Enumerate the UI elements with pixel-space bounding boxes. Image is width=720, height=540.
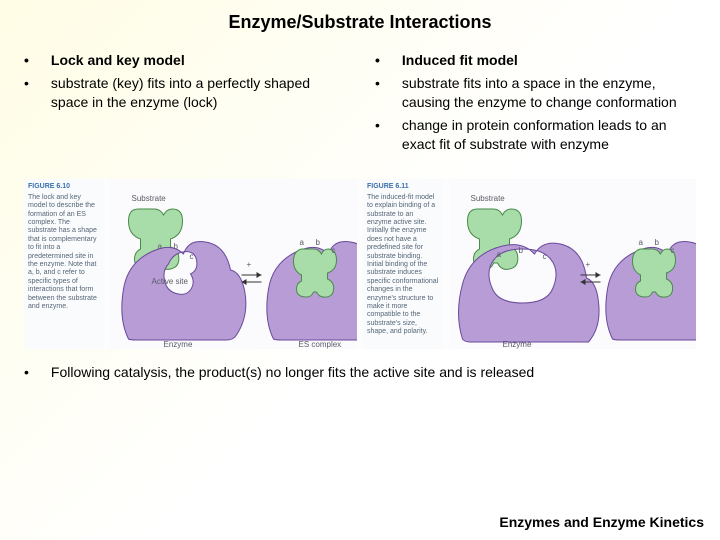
figure-panel-induced-fit: Substrate Enzyme a b c + a b c xyxy=(449,179,696,349)
lock-key-diagram: Substrate Active site Enzyme a b c + ES … xyxy=(110,179,357,349)
figure-label-mid: FIGURE 6.11 xyxy=(367,183,439,191)
svg-text:+: + xyxy=(586,260,591,269)
slide-title: Enzyme/Substrate Interactions xyxy=(24,12,696,33)
right-heading: Induced fit model xyxy=(402,51,518,70)
svg-text:a: a xyxy=(639,238,644,247)
slide-footer: Enzymes and Enzyme Kinetics xyxy=(499,514,704,530)
label-substrate-2: Substrate xyxy=(471,194,506,203)
label-active-site: Active site xyxy=(152,277,189,286)
svg-text:c: c xyxy=(190,252,194,261)
left-bullets: Lock and key model substrate (key) fits … xyxy=(24,51,345,112)
svg-text:a: a xyxy=(497,250,502,259)
right-item-2: change in protein conformation leads to … xyxy=(402,116,696,154)
slide: Enzyme/Substrate Interactions Lock and k… xyxy=(0,0,720,540)
bottom-bullet-text: Following catalysis, the product(s) no l… xyxy=(51,363,534,382)
left-column: Lock and key model substrate (key) fits … xyxy=(24,51,345,157)
figure-text-left: The lock and key model to describe the f… xyxy=(28,194,97,310)
figure-label-left: FIGURE 6.10 xyxy=(28,183,100,191)
svg-text:c: c xyxy=(671,246,675,255)
right-item-1: substrate fits into a space in the enzym… xyxy=(402,74,696,112)
induced-fit-diagram: Substrate Enzyme a b c + a b c xyxy=(449,179,696,349)
label-enzyme-2: Enzyme xyxy=(503,340,532,349)
svg-text:b: b xyxy=(519,246,524,255)
svg-text:b: b xyxy=(174,242,179,251)
figure-panel-lock-key: Substrate Active site Enzyme a b c + ES … xyxy=(110,179,357,349)
svg-text:a: a xyxy=(300,238,305,247)
svg-text:a: a xyxy=(158,242,163,251)
label-es-complex: ES complex xyxy=(299,340,342,349)
svg-text:b: b xyxy=(316,238,321,247)
right-column: Induced fit model substrate fits into a … xyxy=(375,51,696,157)
figure-text-mid: The induced-fit model to explain binding… xyxy=(367,194,438,335)
left-item-1: substrate (key) fits into a perfectly sh… xyxy=(51,74,345,112)
two-column-layout: Lock and key model substrate (key) fits … xyxy=(24,51,696,157)
figure-strip: FIGURE 6.10 The lock and key model to de… xyxy=(24,179,696,349)
label-substrate-1: Substrate xyxy=(132,194,167,203)
figure-caption-mid: FIGURE 6.11 The induced-fit model to exp… xyxy=(363,179,443,349)
bottom-bullets: Following catalysis, the product(s) no l… xyxy=(24,363,696,382)
label-enzyme-1: Enzyme xyxy=(164,340,193,349)
svg-text:+: + xyxy=(247,260,252,269)
svg-text:c: c xyxy=(332,246,336,255)
svg-text:b: b xyxy=(655,238,660,247)
figure-caption-left: FIGURE 6.10 The lock and key model to de… xyxy=(24,179,104,349)
right-bullets: Induced fit model substrate fits into a … xyxy=(375,51,696,153)
svg-text:c: c xyxy=(543,252,547,261)
left-heading: Lock and key model xyxy=(51,51,185,70)
